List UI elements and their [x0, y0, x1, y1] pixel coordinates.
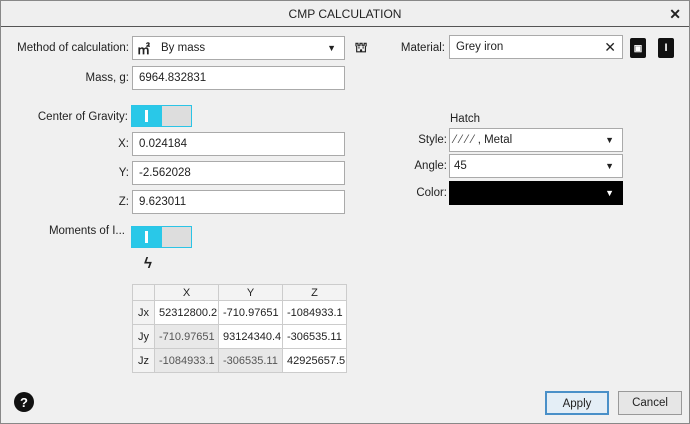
table-cell[interactable]: 42925657.5: [282, 348, 347, 373]
table-cell[interactable]: 52312800.2: [154, 300, 219, 325]
hatch-color-select[interactable]: ▼: [449, 181, 623, 205]
help-icon[interactable]: ?: [14, 392, 34, 412]
table-cell: -306535.11: [218, 348, 283, 373]
style-label: Style:: [418, 134, 447, 146]
table-header-row: X Y Z: [132, 284, 347, 301]
angle-label: Angle:: [414, 160, 447, 172]
mass-label: Mass, g:: [85, 72, 129, 84]
table-row: Jz -1084933.1 -306535.11 42925657.5: [132, 348, 347, 373]
x-label: X:: [118, 138, 129, 150]
table-cell[interactable]: -306535.11: [282, 324, 347, 349]
cog-x-input[interactable]: 0.024184: [132, 132, 345, 156]
z-label: Z:: [118, 196, 129, 208]
cancel-button[interactable]: Cancel: [618, 391, 682, 415]
material-label: Material:: [400, 42, 445, 54]
table-row: Jx 52312800.2 -710.97651 -1084933.1: [132, 300, 347, 325]
moments-table: X Y Z Jx 52312800.2 -710.97651 -1084933.…: [132, 284, 347, 373]
lightning-icon[interactable]: ϟ: [144, 254, 152, 272]
mass-input[interactable]: 6964.832831: [132, 66, 345, 90]
cog-toggle[interactable]: [131, 105, 192, 127]
material-input[interactable]: Grey iron ✕: [449, 35, 623, 59]
chevron-down-icon: ▼: [605, 135, 614, 145]
cog-label: Center of Gravity:: [37, 111, 128, 123]
column-header: X: [154, 284, 219, 301]
table-cell[interactable]: 93124340.4: [218, 324, 283, 349]
crane-icon[interactable]: ⛫: [354, 38, 368, 55]
chevron-down-icon: ▼: [605, 188, 614, 198]
column-header: Y: [218, 284, 283, 301]
material-library-icon[interactable]: ▣: [630, 38, 646, 58]
row-header: Jy: [132, 324, 155, 349]
clear-icon[interactable]: ✕: [604, 39, 616, 55]
hatch-angle-value: 45: [454, 160, 467, 172]
hatch-style-value: , Metal: [477, 134, 513, 146]
close-icon[interactable]: ✕: [669, 6, 681, 22]
moments-label: Moments of I...: [48, 225, 125, 237]
table-cell[interactable]: -710.97651: [218, 300, 283, 325]
table-row: Jy -710.97651 93124340.4 -306535.11: [132, 324, 347, 349]
method-label: Method of calculation:: [17, 42, 129, 54]
cog-y-input[interactable]: -2.562028: [132, 161, 345, 185]
table-cell: -1084933.1: [154, 348, 219, 373]
hatch-style-select[interactable]: ⁄⁄⁄⁄, Metal ▼: [449, 128, 623, 152]
title-bar: CMP CALCULATION ✕: [1, 1, 689, 27]
material-properties-icon[interactable]: I: [658, 38, 674, 58]
dialog-title: CMP CALCULATION: [288, 7, 402, 21]
material-value: Grey iron: [456, 41, 504, 53]
apply-button[interactable]: Apply: [545, 391, 609, 415]
method-value: By mass: [161, 42, 206, 54]
table-cell[interactable]: -1084933.1: [282, 300, 347, 325]
hatch-pattern-icon: ⁄⁄⁄⁄: [454, 134, 478, 146]
table-cell: -710.97651: [154, 324, 219, 349]
color-label: Color:: [416, 187, 447, 199]
chevron-down-icon: ▼: [327, 43, 336, 53]
row-header: Jx: [132, 300, 155, 325]
cog-z-input[interactable]: 9.623011: [132, 190, 345, 214]
column-header: Z: [282, 284, 347, 301]
mass-method-icon: ㎡: [137, 42, 151, 57]
method-select[interactable]: ㎡ By mass ▼: [132, 36, 345, 60]
chevron-down-icon: ▼: [605, 161, 614, 171]
row-header: Jz: [132, 348, 155, 373]
hatch-angle-select[interactable]: 45 ▼: [449, 154, 623, 178]
hatch-title: Hatch: [450, 113, 481, 125]
moments-toggle[interactable]: [131, 226, 192, 248]
y-label: Y:: [118, 167, 129, 179]
